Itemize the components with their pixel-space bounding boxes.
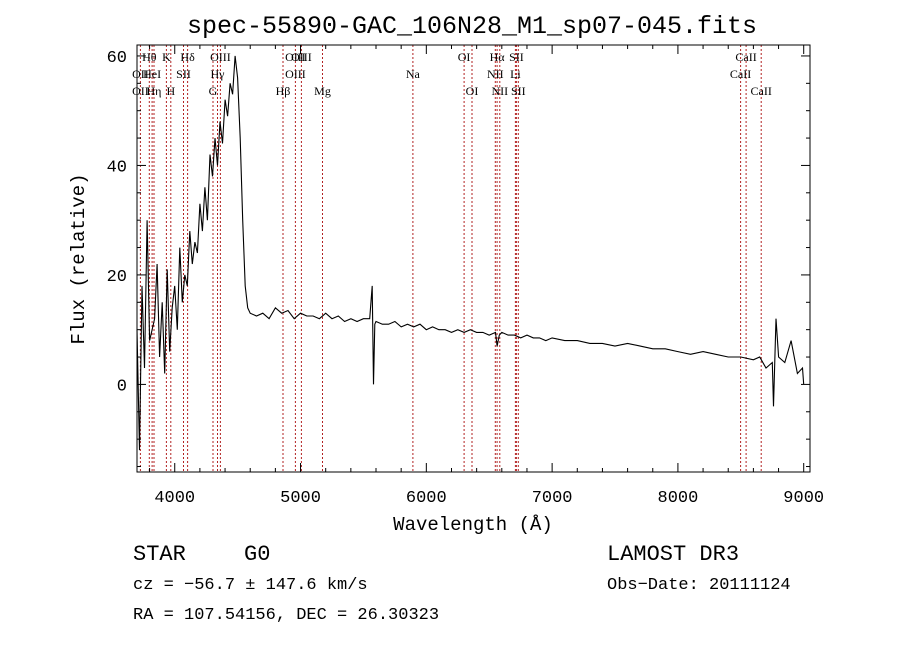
line-label: OI xyxy=(458,50,471,64)
spectrum-line xyxy=(136,55,805,451)
line-label: Na xyxy=(406,67,421,81)
line-label: Hδ xyxy=(180,50,195,64)
line-label: Hβ xyxy=(276,84,291,98)
x-axis-label: Wavelength (Å) xyxy=(393,514,553,536)
object-class: STAR xyxy=(133,542,186,567)
x-tick-label: 5000 xyxy=(280,489,321,508)
line-label: OII xyxy=(132,84,149,98)
y-tick-label: 40 xyxy=(107,158,127,177)
line-label: SII xyxy=(511,84,526,98)
x-tick-labels: 4000 5000 6000 7000 8000 9000 xyxy=(154,489,824,508)
x-tick-label: 8000 xyxy=(658,489,699,508)
line-label: H xyxy=(166,84,175,98)
observation-date: Obs−Date: 20111124 xyxy=(607,576,791,595)
chart-title: spec-55890-GAC_106N28_M1_sp07-045.fits xyxy=(187,12,757,41)
line-markers xyxy=(139,45,762,472)
y-tick-label: 0 xyxy=(117,377,127,396)
line-label: NII xyxy=(487,67,504,81)
line-label: G xyxy=(209,84,218,98)
line-label: Mg xyxy=(314,84,331,98)
x-tick-label: 4000 xyxy=(154,489,195,508)
axis-ticks xyxy=(137,45,810,472)
line-label: OI xyxy=(466,84,479,98)
line-label: HeI xyxy=(143,67,161,81)
line-label: OIII xyxy=(210,50,231,64)
line-label: OIII xyxy=(291,50,312,64)
line-label: CaII xyxy=(751,84,772,98)
line-label: CaII xyxy=(730,67,751,81)
y-tick-labels: 0 20 40 60 xyxy=(107,49,127,396)
line-label: K xyxy=(162,50,171,64)
y-axis-label: Flux (relative) xyxy=(68,173,90,344)
plot-frame xyxy=(136,44,811,473)
line-label: Hα xyxy=(490,50,506,64)
line-label: Hθ xyxy=(142,50,157,64)
object-subclass: G0 xyxy=(244,542,270,567)
coordinates: RA = 107.54156, DEC = 26.30323 xyxy=(133,606,439,625)
y-tick-label: 60 xyxy=(107,49,127,68)
line-label: SII xyxy=(509,50,524,64)
line-label: SII xyxy=(176,67,191,81)
redshift-velocity: cz = −56.7 ± 147.6 km/s xyxy=(133,576,368,595)
x-tick-label: 7000 xyxy=(532,489,573,508)
line-label: Li xyxy=(510,67,521,81)
line-label: Hγ xyxy=(211,67,226,81)
line-label: Hη xyxy=(147,84,162,98)
line-label: OII xyxy=(132,67,149,81)
x-tick-label: 9000 xyxy=(783,489,824,508)
line-label: CaII xyxy=(735,50,756,64)
line-label: OIII xyxy=(285,67,306,81)
survey-label: LAMOST DR3 xyxy=(607,542,739,567)
x-tick-label: 6000 xyxy=(406,489,447,508)
y-tick-label: 20 xyxy=(107,268,127,287)
line-label: NII xyxy=(491,84,508,98)
